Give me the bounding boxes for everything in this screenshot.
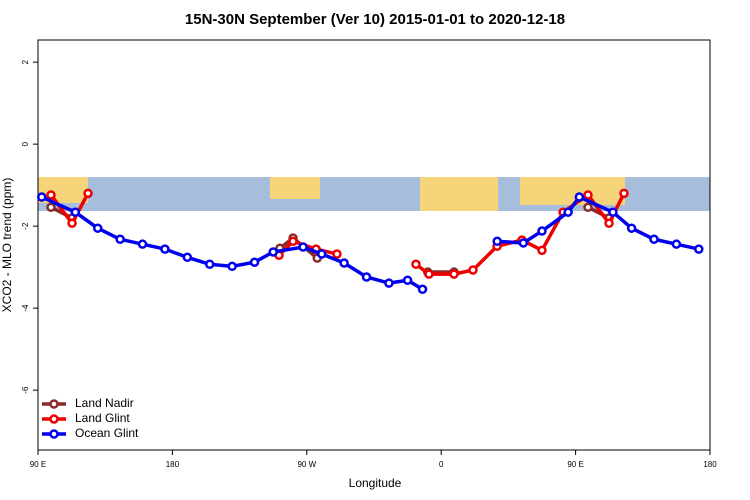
point [402, 275, 413, 286]
land-patch [520, 177, 625, 205]
y-tick-label: -2 [21, 222, 30, 230]
x-tick-label: 90 W [297, 460, 316, 469]
x-tick-label: 90 E [567, 460, 583, 469]
y-axis-label: XCO2 - MLO trend (ppm) [0, 178, 14, 313]
point [384, 278, 394, 288]
legend-marker [49, 414, 59, 424]
point [83, 188, 93, 199]
point [649, 234, 659, 245]
point [604, 218, 614, 229]
point [288, 236, 298, 247]
point [227, 261, 237, 272]
point [46, 190, 56, 200]
point [619, 188, 629, 199]
point [563, 207, 573, 217]
point [115, 234, 125, 245]
point [298, 242, 308, 252]
point [268, 247, 278, 257]
land-patch [420, 177, 498, 211]
legend-label: Ocean Glint [75, 426, 139, 440]
x-tick-label: 180 [166, 460, 180, 469]
point [361, 272, 372, 282]
point [36, 192, 47, 202]
plot-frame [37, 39, 711, 451]
y-tick-label: 2 [21, 59, 30, 64]
legend-label: Land Glint [75, 411, 130, 425]
point [411, 259, 421, 270]
point [449, 269, 459, 279]
point [46, 202, 56, 213]
point [671, 239, 682, 249]
point [137, 239, 148, 249]
point [249, 257, 260, 267]
point [694, 244, 704, 254]
point [583, 190, 593, 200]
x-tick-label: 180 [703, 460, 717, 469]
point [339, 258, 349, 268]
point [574, 192, 585, 202]
point [468, 265, 478, 275]
point [182, 252, 193, 263]
legend-label: Land Nadir [75, 396, 134, 410]
y-tick-label: -4 [21, 304, 30, 312]
point [417, 284, 428, 295]
x-tick-label: 0 [439, 460, 444, 469]
point [160, 244, 170, 254]
point [492, 236, 502, 247]
land-patch [270, 177, 320, 199]
point [70, 207, 81, 217]
point [537, 226, 547, 236]
x-axis-label: Longitude [349, 476, 402, 490]
point [608, 207, 618, 217]
point [626, 223, 637, 233]
chart-title: 15N-30N September (Ver 10) 2015-01-01 to… [185, 11, 565, 28]
point [424, 269, 434, 279]
point [92, 223, 103, 233]
legend-marker [49, 399, 59, 409]
point [67, 218, 77, 229]
point [204, 259, 215, 270]
point [537, 245, 547, 256]
point [518, 238, 529, 248]
x-tick-label: 90 E [30, 460, 46, 469]
point [316, 249, 327, 259]
point [583, 202, 593, 213]
y-tick-label: 0 [21, 141, 30, 146]
map-band [38, 177, 710, 211]
y-tick-label: -6 [21, 386, 30, 394]
legend-marker [49, 429, 59, 439]
point [332, 249, 342, 259]
